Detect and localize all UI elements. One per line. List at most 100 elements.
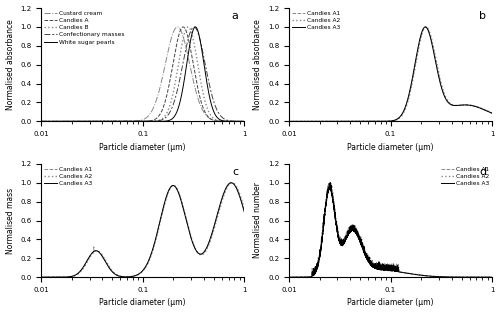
Candies A [74,120,80,123]
White sugar pearls [238,120,244,123]
Candies A3 [309,120,315,123]
Y-axis label: Normalised absorbance: Normalised absorbance [254,19,262,110]
Line: White sugar pearls: White sugar pearls [41,27,244,121]
White sugar pearls [125,120,131,123]
Candies A [62,120,68,123]
Custard cream [174,25,180,29]
Legend: Candies A1, Candies A2, Candies A3: Candies A1, Candies A2, Candies A3 [44,167,92,186]
Candies A3 [364,254,370,258]
Text: a: a [232,12,238,22]
Confectionary masses [74,120,80,123]
Candies A2 [116,274,122,278]
Candies A3 [286,275,292,279]
Candies A1 [464,275,469,279]
Candies A1 [364,120,370,123]
Candies A3 [464,275,469,279]
Line: Candies A3: Candies A3 [289,27,492,121]
Candies B [116,120,122,123]
Custard cream [116,120,122,123]
Candies A1 [116,274,122,278]
Candies B [242,120,248,123]
Confectionary masses [116,120,122,123]
Confectionary masses [238,120,244,123]
Legend: Candies A1, Candies A2, Candies A3: Candies A1, Candies A2, Candies A3 [441,167,490,186]
Line: Candies A1: Candies A1 [289,183,492,277]
Candies A2 [423,25,429,29]
Candies A [238,120,244,123]
Candies A [125,120,131,123]
White sugar pearls [242,120,248,123]
Candies A3 [321,219,327,223]
Candies B [74,120,80,123]
Line: Candies A3: Candies A3 [41,183,244,277]
Candies A1 [464,103,469,107]
Text: b: b [479,12,486,22]
Line: Confectionary masses: Confectionary masses [41,27,244,121]
Line: Candies B: Candies B [41,27,244,121]
Candies A1 [242,208,248,212]
Candies A1 [486,275,492,279]
Y-axis label: Normalised mass: Normalised mass [6,187,15,254]
Confectionary masses [242,120,248,123]
Candies A1 [125,275,131,279]
Candies A3 [364,120,370,123]
Candies A2 [286,275,292,279]
Legend: Candies A1, Candies A2, Candies A3: Candies A1, Candies A2, Candies A3 [292,11,341,30]
Candies A2 [373,265,379,269]
Candies A3 [228,181,234,185]
Candies A2 [372,120,378,123]
Candies A1 [328,181,334,185]
Candies A2 [364,254,370,257]
Candies A3 [328,181,334,185]
Line: Custard cream: Custard cream [41,27,244,121]
Candies A1 [228,181,234,185]
Candies B [62,120,68,123]
Candies A2 [216,212,222,215]
Custard cream [238,120,244,123]
Candies A3 [309,272,315,275]
Candies A1 [373,266,379,270]
Confectionary masses [125,120,131,123]
Candies A2 [489,111,495,115]
Candies A3 [489,111,495,115]
Candies A3 [74,273,80,276]
Candies A3 [242,210,248,214]
Confectionary masses [216,111,222,115]
Candies A1 [286,275,292,279]
White sugar pearls [74,120,80,123]
Candies A2 [309,120,315,123]
Line: Candies A1: Candies A1 [41,183,244,277]
Candies A [180,25,186,29]
Candies A1 [216,210,222,214]
Candies A [116,120,122,123]
Candies B [38,120,44,123]
Line: Candies A2: Candies A2 [41,183,244,277]
Candies A2 [321,120,327,123]
Candies A2 [489,275,495,279]
Candies A1 [364,252,370,255]
Candies A [242,120,248,123]
X-axis label: Particle diameter (μm): Particle diameter (μm) [348,143,434,151]
Candies A2 [125,275,131,279]
Candies A3 [238,197,244,200]
Candies A1 [62,275,68,279]
Custard cream [38,120,44,123]
Candies A1 [486,110,492,113]
Candies A1 [286,120,292,123]
Candies A3 [489,275,495,279]
White sugar pearls [38,120,44,123]
Line: Candies A2: Candies A2 [289,27,492,121]
Candies A1 [489,111,495,115]
Candies A2 [464,275,469,279]
Custard cream [216,119,222,123]
Candies B [238,120,244,123]
Candies A [38,120,44,123]
Candies A1 [309,120,315,123]
Confectionary masses [38,120,44,123]
Candies A1 [372,120,378,123]
Candies A3 [216,208,222,212]
X-axis label: Particle diameter (μm): Particle diameter (μm) [100,298,186,307]
Candies A1 [238,195,244,199]
Candies A1 [321,120,327,123]
Confectionary masses [62,120,68,123]
